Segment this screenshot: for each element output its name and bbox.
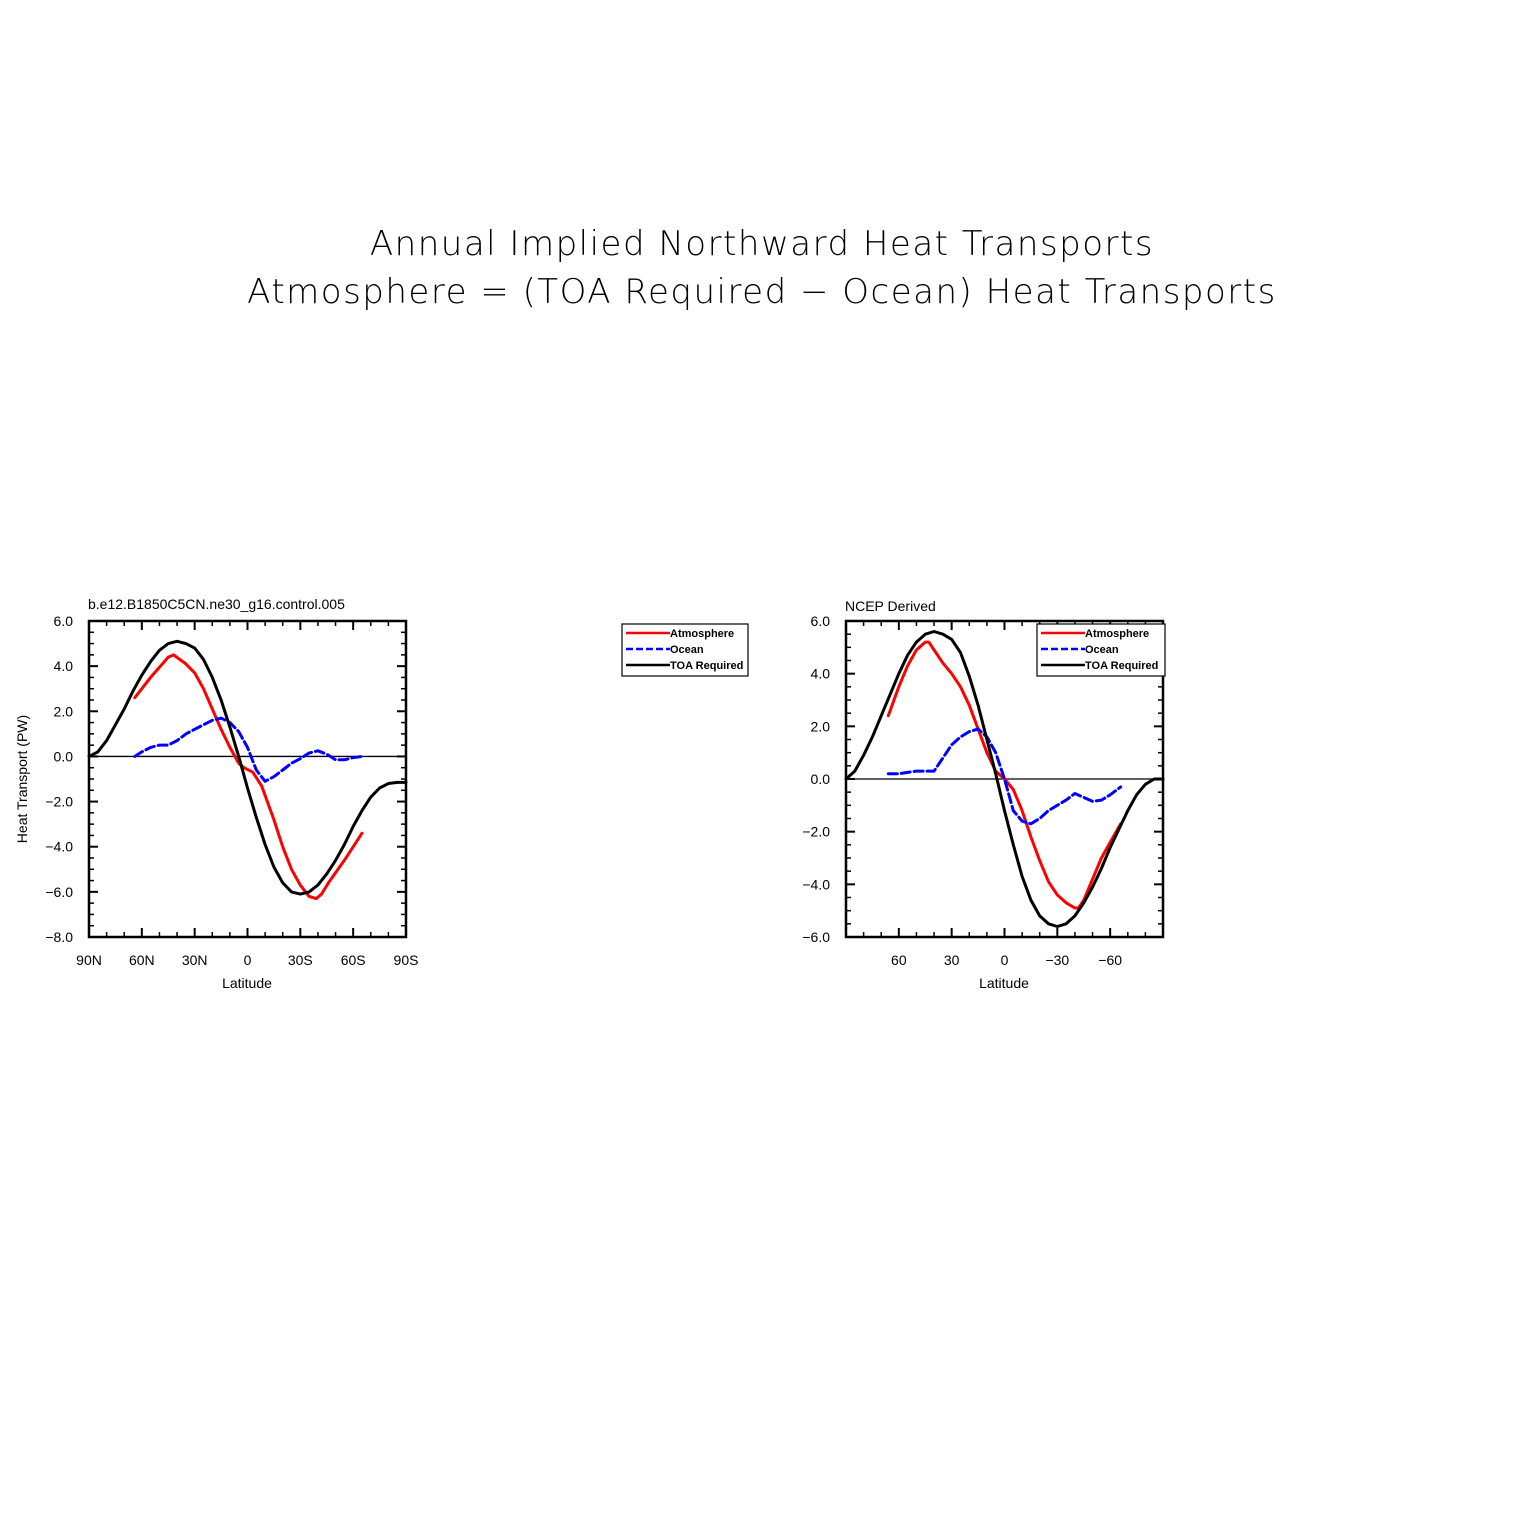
ncep-panel: NCEP Derived 60 30 0 −30 −60 6.0 4.0 2.0 0.0 −2.0… xyxy=(802,598,1166,991)
model-y-tick-label: 4.0 xyxy=(54,658,74,674)
figure-title-line1: Annual Implied Northward Heat Transports xyxy=(370,224,1154,264)
model-panel-title: b.e12.B1850C5CN.ne30_g16.control.005 xyxy=(88,596,345,612)
model-plot-area: 90N 60N 30N 0 30S 60S 90S 6.0 4.0 2.0 0.0 −2.0 −4.0 −… xyxy=(45,613,418,968)
model-y-tick-label: −8.0 xyxy=(45,929,73,945)
model-y-tick-label: 6.0 xyxy=(54,613,74,629)
ncep-x-tick-label: 30 xyxy=(944,952,960,968)
model-x-tick-label: 90S xyxy=(394,952,419,968)
ncep-legend-label: Ocean xyxy=(1085,644,1119,656)
ncep-panel-title: NCEP Derived xyxy=(845,598,936,614)
ncep-y-tick-label: −2.0 xyxy=(802,824,830,840)
ncep-legend-label: Atmosphere xyxy=(1085,628,1149,640)
ncep-y-tick-label: 4.0 xyxy=(811,666,831,682)
model-toa-line xyxy=(87,639,408,896)
ncep-x-tick-label: 60 xyxy=(891,952,907,968)
ncep-y-tick-label: 6.0 xyxy=(811,613,831,629)
model-plot-frame xyxy=(87,619,408,939)
model-x-tick-label: 60S xyxy=(341,952,366,968)
model-panel: b.e12.B1850C5CN.ne30_g16.control.005 90N… xyxy=(14,596,418,991)
model-y-tick-label: 0.0 xyxy=(54,748,74,764)
model-legend: Atmosphere Ocean TOA Required xyxy=(621,623,749,677)
model-legend-label: Atmosphere xyxy=(670,628,734,640)
ncep-x-tick-label: −60 xyxy=(1098,952,1122,968)
model-x-tick-label: 90N xyxy=(76,952,102,968)
model-y-axis-label: Heat Transport (PW) xyxy=(14,715,30,843)
model-x-tick-label: 60N xyxy=(129,952,155,968)
ncep-x-axis-label: Latitude xyxy=(979,975,1029,991)
ncep-y-tick-label: −4.0 xyxy=(802,876,830,892)
figure-title-line2: Atmosphere = (TOA Required − Ocean) Heat… xyxy=(247,272,1277,312)
model-atmosphere-line xyxy=(133,653,364,901)
model-y-tick-label: −4.0 xyxy=(45,839,73,855)
ncep-plot-area: 60 30 0 −30 −60 6.0 4.0 2.0 0.0 −2.0 −4.0 −6.0 xyxy=(802,613,1165,968)
ncep-y-tick-label: −6.0 xyxy=(802,929,830,945)
ncep-x-tick-label: 0 xyxy=(1001,952,1009,968)
model-y-tick-label: 2.0 xyxy=(54,703,74,719)
ncep-y-tick-label: 2.0 xyxy=(811,718,831,734)
ncep-toa-line xyxy=(844,630,1165,928)
model-x-axis-label: Latitude xyxy=(222,975,272,991)
model-ocean-line xyxy=(133,716,364,783)
ncep-y-tick-label: 0.0 xyxy=(811,771,831,787)
model-legend-label: Ocean xyxy=(670,644,704,656)
model-legend-label: TOA Required xyxy=(670,660,743,672)
model-y-tick-label: −2.0 xyxy=(45,794,73,810)
ncep-legend: Atmosphere Ocean TOA Required xyxy=(1036,623,1166,677)
ncep-x-tick-label: −30 xyxy=(1045,952,1069,968)
ncep-ocean-line xyxy=(886,727,1123,826)
ncep-legend-label: TOA Required xyxy=(1085,660,1158,672)
model-y-tick-label: −6.0 xyxy=(45,884,73,900)
model-x-tick-label: 30N xyxy=(182,952,208,968)
model-x-tick-label: 0 xyxy=(244,952,252,968)
model-x-tick-label: 30S xyxy=(288,952,313,968)
